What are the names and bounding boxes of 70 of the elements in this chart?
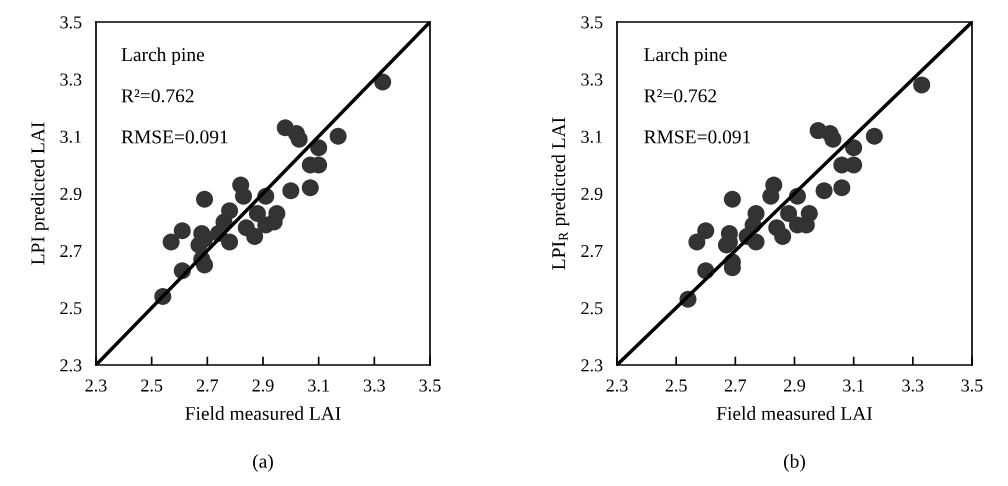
annotation: Larch pine [121,47,205,66]
point [800,205,818,223]
x-tick-label: 3.3 [902,379,924,392]
point [747,233,765,251]
y-tick-label: 3.1 [60,130,82,143]
x-axis-title: Field measured LAI [716,406,873,421]
point [824,130,842,148]
y-tick-label: 3.3 [581,73,603,86]
annotation: Larch pine [644,47,727,66]
point [221,233,239,251]
point [329,127,347,145]
x-tick-label: 2.9 [252,379,274,392]
point [310,139,328,157]
x-tick-label: 2.7 [196,379,219,392]
point [248,205,266,223]
point [196,190,214,208]
point [780,205,798,223]
point [190,236,208,254]
point [833,179,851,197]
y-tick-label: 3.5 [581,16,603,29]
point [762,187,780,205]
point [196,256,214,274]
point [697,222,715,240]
x-tick-label: 3.1 [843,379,864,392]
y-tick-label: 2.3 [581,359,603,372]
x-tick-label: 2.7 [724,379,747,392]
y-tick-label: 2.7 [60,244,82,258]
point [865,127,883,145]
x-tick-label: 2.3 [85,379,107,392]
y-tick-label: 2.9 [60,187,82,201]
text: (a) [253,454,273,472]
point [246,227,264,245]
x-axis-title: Field measured LAI [185,406,341,421]
y-tick-label: 3.3 [60,73,82,86]
point [235,187,253,205]
point [290,130,308,148]
y-tick-label: 2.9 [581,187,603,201]
point [723,190,741,208]
x-tick-label: 3.5 [419,379,441,392]
point [173,222,191,240]
y-axis-title: LPI$_{R}$ predicted LAI [551,117,570,270]
x-tick-label: 2.5 [665,379,687,392]
x-tick-label: 2.9 [784,379,806,392]
y-axis-title: LPI predicted LAI [30,122,49,265]
x-tick-label: 3.1 [308,379,329,392]
text: (b) [784,454,805,472]
x-tick-label: 3.5 [961,379,983,392]
y-tick-label: 2.7 [581,244,603,258]
point [815,182,833,200]
y-tick-label: 2.5 [581,302,603,315]
point [301,179,319,197]
x-tick-label: 3.3 [363,379,385,392]
annotation: R²=0.762 [121,89,194,103]
point [688,233,706,251]
point [162,233,180,251]
x-tick-label: 2.3 [606,379,628,392]
point [845,156,863,174]
annotation: RMSE=0.091 [121,130,228,144]
y-tick-label: 3.1 [581,130,603,143]
x-tick-label: 2.5 [141,379,163,392]
point [913,76,931,94]
y-tick-label: 2.3 [60,359,82,372]
point [374,73,392,91]
y-tick-label: 2.5 [60,302,82,315]
annotation: RMSE=0.091 [644,130,751,144]
point [282,182,300,200]
annotation: R²=0.762 [644,89,717,103]
point [845,139,863,157]
y-tick-label: 3.5 [60,16,82,29]
point [774,227,792,245]
